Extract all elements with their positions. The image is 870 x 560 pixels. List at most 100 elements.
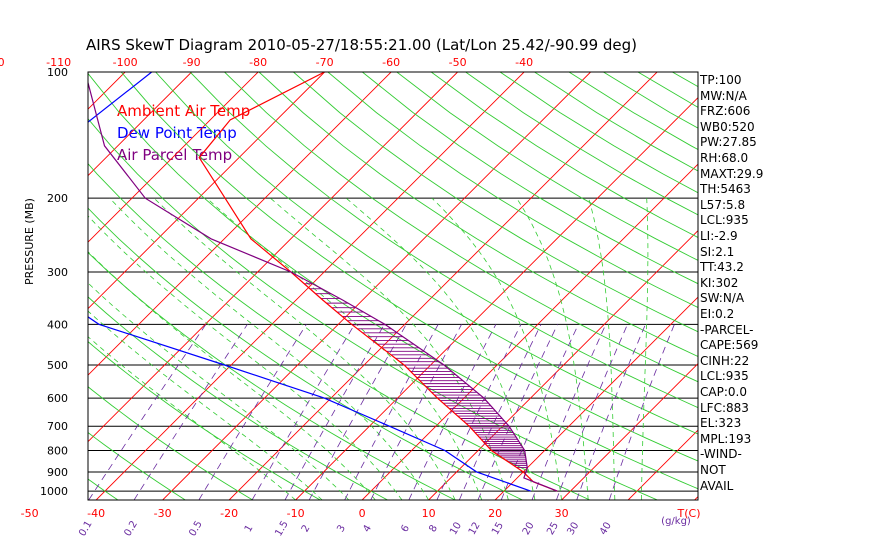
dry-adiabat xyxy=(88,118,658,500)
dry-adiabat xyxy=(293,72,698,333)
index-item: SW:N/A xyxy=(700,291,745,306)
dry-adiabat xyxy=(396,72,698,261)
mixing-ratio-tick: 20 xyxy=(521,520,537,537)
index-item: PW:27.85 xyxy=(700,135,757,150)
pressure-tick-800: 800 xyxy=(47,445,68,458)
dry-adiabat xyxy=(88,386,253,500)
dry-adiabat xyxy=(603,72,698,129)
mixing-ratio-tick: 10 xyxy=(448,520,464,537)
moist-adiabat xyxy=(88,336,296,500)
index-item: EL:323 xyxy=(700,416,742,431)
dry-adiabat xyxy=(499,72,698,194)
dry-adiabat xyxy=(88,72,698,490)
bottom-temp-unit: T(C) xyxy=(677,507,701,520)
bottom-temp-tick: 20 xyxy=(488,507,502,520)
mixing-ratio-tick: 2 xyxy=(300,523,313,534)
index-item: KI:302 xyxy=(700,275,739,290)
mixing-ratio-line xyxy=(198,324,307,500)
dry-adiabat xyxy=(88,207,523,500)
dry-adiabat xyxy=(637,72,698,108)
mixing-ratio-tick: 3 xyxy=(335,523,348,534)
index-item: L57:5.8 xyxy=(700,197,746,212)
dry-adiabat xyxy=(189,72,698,409)
mixing-ratio-tick: 15 xyxy=(490,520,506,537)
index-item: MW:N/A xyxy=(700,88,747,103)
isotherm xyxy=(494,296,698,500)
mixing-ratio-line xyxy=(500,324,579,500)
dry-adiabat xyxy=(258,72,698,357)
isotherm xyxy=(561,362,698,500)
dry-adiabat xyxy=(327,72,698,308)
pressure-tick-200: 200 xyxy=(47,192,68,205)
moist-adiabat xyxy=(109,197,429,500)
mixing-ratio-line xyxy=(531,324,607,500)
mixing-ratio-line xyxy=(608,324,675,500)
top-temp-tick: -80 xyxy=(249,56,267,69)
mixing-ratio-line xyxy=(436,324,522,500)
index-item: CAPE:569 xyxy=(700,338,759,353)
dry-adiabat xyxy=(741,72,870,500)
index-item: WB0:520 xyxy=(700,119,755,134)
index-item: LI:-2.9 xyxy=(700,229,738,243)
mixing-ratio-tick: 30 xyxy=(565,520,581,537)
dry-adiabat xyxy=(88,296,388,500)
isotherm xyxy=(694,495,698,500)
index-item: CAP:0.0 xyxy=(700,385,747,399)
isotherm xyxy=(761,72,870,500)
mixing-ratio-line xyxy=(576,324,646,500)
index-item: SI:2.1 xyxy=(700,244,735,259)
top-temp-tick: -50 xyxy=(449,56,467,69)
isotherm xyxy=(88,72,126,110)
index-item: TT:43.2 xyxy=(700,260,744,275)
index-item: -WIND- xyxy=(700,447,742,462)
top-temp-tick: -60 xyxy=(382,56,400,69)
moist-adiabat xyxy=(588,198,616,500)
pressure-tick-400: 400 xyxy=(47,318,68,331)
isotherm xyxy=(88,72,458,443)
dry-adiabat xyxy=(707,72,870,500)
index-item: MAXT:29.9 xyxy=(700,166,764,181)
bottom-temp-tick: 30 xyxy=(555,507,569,520)
isotherm xyxy=(95,72,525,500)
dry-adiabat xyxy=(88,251,456,500)
isotherm xyxy=(162,72,591,500)
mixing-ratio-tick: 4 xyxy=(361,523,374,534)
index-item: TP:100 xyxy=(700,73,742,87)
profile-parcel xyxy=(88,80,558,492)
index-item: EI:0.2 xyxy=(700,307,735,321)
dry-adiabat xyxy=(534,72,698,172)
mixing-ratio-unit: (g/kg) xyxy=(661,516,691,527)
isotherm xyxy=(228,72,658,500)
isotherm xyxy=(88,72,392,376)
dry-adiabat xyxy=(672,72,698,88)
index-item: NOT xyxy=(700,463,726,477)
isotherm xyxy=(0,72,59,500)
top-temp-tick: -100 xyxy=(113,56,138,69)
mixing-ratio-line xyxy=(88,324,207,500)
index-item: -PARCEL- xyxy=(700,322,754,337)
dry-adiabat xyxy=(430,72,698,238)
mixing-ratio-line xyxy=(370,324,462,500)
dry-adiabat xyxy=(362,72,698,285)
isotherm xyxy=(88,72,259,243)
dry-adiabat xyxy=(88,341,321,500)
isotherm xyxy=(428,229,698,500)
top-temp-tick: -40 xyxy=(515,56,533,69)
dry-adiabat xyxy=(155,72,698,435)
mixing-ratio-tick: 40 xyxy=(598,520,614,537)
moist-adiabat xyxy=(641,198,649,500)
chart-title: AIRS SkewT Diagram 2010-05-27/18:55:21.0… xyxy=(86,36,638,54)
moist-adiabat xyxy=(88,282,350,500)
moist-adiabat xyxy=(88,310,323,500)
isotherm xyxy=(361,163,698,500)
dry-adiabat xyxy=(88,162,591,500)
bottom-temp-tick: -30 xyxy=(154,507,172,520)
bottom-temp-tick: 0 xyxy=(359,507,366,520)
mixing-ratio-tick: 25 xyxy=(545,520,561,537)
isotherm xyxy=(627,429,698,500)
dry-adiabat xyxy=(88,478,119,500)
mixing-ratio-tick: 1.5 xyxy=(273,519,290,538)
bottom-temp-tick: -20 xyxy=(220,507,238,520)
dry-adiabat xyxy=(224,72,698,383)
